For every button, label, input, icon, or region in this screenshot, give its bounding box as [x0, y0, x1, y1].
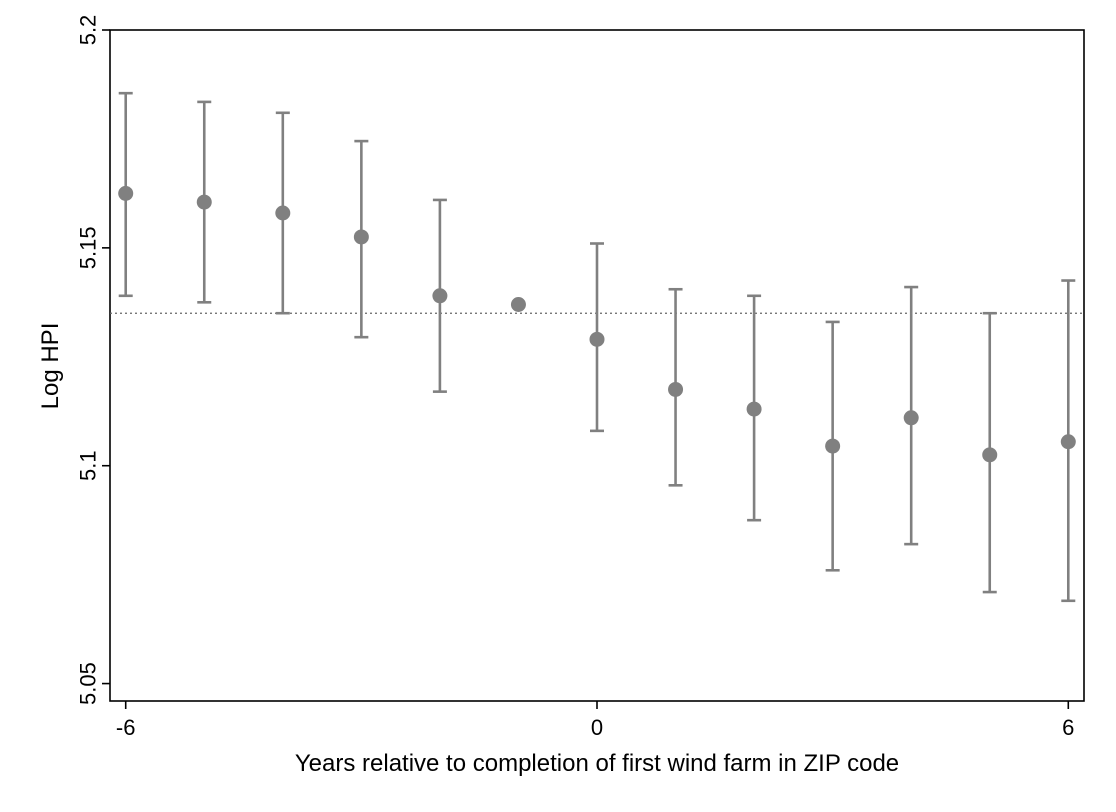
data-point	[825, 438, 841, 454]
x-axis: -6 0 6	[116, 701, 1074, 740]
x-tick-label: 0	[591, 715, 603, 740]
x-axis-title: Years relative to completion of first wi…	[295, 750, 899, 777]
data-point	[746, 401, 762, 417]
y-tick-label: 5.2	[76, 15, 101, 46]
data-point	[196, 194, 212, 210]
y-axis-title: Log HPI	[37, 323, 64, 410]
x-tick-label: -6	[116, 715, 136, 740]
y-tick-label: 5.1	[76, 450, 101, 481]
data-point	[668, 381, 684, 397]
data-marks	[118, 91, 1076, 603]
data-point	[353, 229, 369, 245]
data-point	[432, 288, 448, 304]
data-point	[275, 205, 291, 221]
y-tick-label: 5.05	[76, 662, 101, 705]
data-point	[982, 447, 998, 463]
data-point	[1060, 434, 1076, 450]
data-point	[118, 185, 134, 201]
y-axis: 5.05 5.1 5.15 5.2	[76, 15, 110, 705]
data-point	[589, 331, 605, 347]
data-point	[510, 297, 526, 312]
y-tick-label: 5.15	[76, 226, 101, 269]
data-point	[903, 410, 919, 426]
x-tick-label: 6	[1062, 715, 1074, 740]
